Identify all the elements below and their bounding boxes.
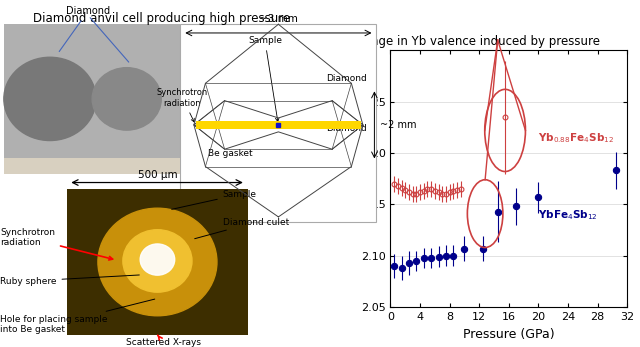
X-axis label: Pressure (GPa): Pressure (GPa) xyxy=(463,328,555,340)
Text: Diamond culet: Diamond culet xyxy=(195,218,289,239)
Text: Sample: Sample xyxy=(172,190,257,209)
Circle shape xyxy=(140,244,175,275)
Text: Diamond: Diamond xyxy=(60,6,110,51)
Circle shape xyxy=(123,230,192,292)
Text: Synchrotron
radiation: Synchrotron radiation xyxy=(157,88,208,122)
Circle shape xyxy=(92,68,161,130)
Text: Ruby sphere: Ruby sphere xyxy=(0,275,140,286)
Text: Diamond: Diamond xyxy=(326,74,367,83)
Text: Yb$_{0.88}$Fe$_4$Sb$_{12}$: Yb$_{0.88}$Fe$_4$Sb$_{12}$ xyxy=(538,131,614,144)
Circle shape xyxy=(98,208,217,316)
FancyBboxPatch shape xyxy=(4,158,180,174)
FancyBboxPatch shape xyxy=(4,24,180,174)
Circle shape xyxy=(4,57,96,141)
Y-axis label: Yb valence: Yb valence xyxy=(342,144,355,213)
Text: ~2 mm: ~2 mm xyxy=(380,120,417,130)
Text: Scattered X-rays: Scattered X-rays xyxy=(125,335,201,347)
Text: Sample: Sample xyxy=(248,36,282,121)
Text: Diamond anvil cell producing high pressure: Diamond anvil cell producing high pressu… xyxy=(33,12,290,25)
Text: Change in Yb valence induced by pressure: Change in Yb valence induced by pressure xyxy=(348,35,600,48)
Text: 500 μm: 500 μm xyxy=(138,170,177,180)
FancyBboxPatch shape xyxy=(67,189,248,335)
FancyBboxPatch shape xyxy=(196,121,361,129)
Text: YbFe$_4$Sb$_{12}$: YbFe$_4$Sb$_{12}$ xyxy=(538,208,598,221)
FancyBboxPatch shape xyxy=(180,24,376,222)
Text: ~3 mm: ~3 mm xyxy=(259,14,298,24)
Text: Be gasket: Be gasket xyxy=(208,149,253,158)
Text: Synchrotron
radiation: Synchrotron radiation xyxy=(0,228,113,260)
Text: Hole for placing sample
into Be gasket: Hole for placing sample into Be gasket xyxy=(0,299,155,334)
Text: Diamond: Diamond xyxy=(326,124,367,133)
